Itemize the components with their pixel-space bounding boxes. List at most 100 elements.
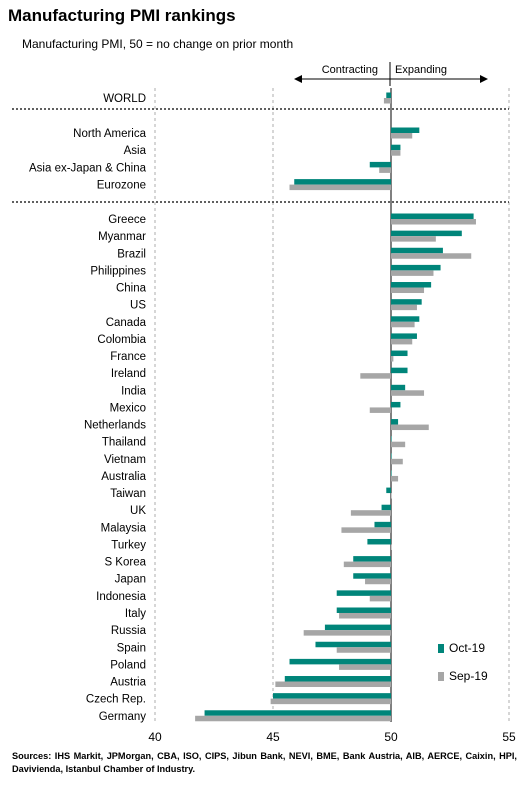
bar-oct-16 [391,401,401,408]
legend-swatch-oct [438,644,444,653]
bar-oct-32 [284,676,391,682]
category-label: Greece [108,214,146,226]
bar-oct-0 [386,92,391,98]
legend-label: Sep-19 [449,669,488,683]
category-label: Austria [110,677,146,689]
category-label: France [110,351,146,363]
bar-oct-30 [315,641,391,648]
bar-oct-18 [391,436,392,442]
category-label: Netherlands [84,420,146,432]
contracting-arrowhead [294,75,302,83]
bar-oct-15 [391,384,406,391]
bar-oct-29 [324,624,391,631]
bar-sep-4 [289,184,391,191]
bar-oct-13 [391,350,408,357]
source-note: Sources: IHS Markit, JPMorgan, CBA, ISO,… [12,751,517,774]
bar-oct-25 [353,556,391,562]
direction-arrows: Contracting Expanding [294,62,488,86]
bar-oct-12 [391,333,417,339]
bar-oct-34 [204,710,391,716]
bar-oct-6 [391,230,462,237]
bar-sep-25 [343,561,391,568]
bar-sep-0 [383,98,391,104]
bar-sep-16 [369,407,391,413]
chart-title: Manufacturing PMI rankings [8,6,236,25]
category-labels: WORLD North America Asia Asia ex-Japan & Ch… [29,93,147,723]
bar-sep-14 [360,373,391,379]
bar-sep-22 [350,510,391,516]
bar-oct-24 [367,538,391,545]
bar-sep-10 [391,304,417,311]
category-label: Vietnam [104,454,146,466]
category-label: India [121,385,147,397]
category-label: Canada [106,317,147,329]
category-label: Colombia [97,334,146,346]
category-label: Taiwan [110,488,146,500]
bar-oct-28 [336,607,391,613]
bar-sep-24 [391,544,392,550]
category-label: Australia [101,471,146,483]
bar-sep-2 [391,150,401,156]
x-tick-label: 45 [266,730,280,744]
bar-sep-28 [339,612,391,619]
section-dividers [12,108,509,203]
bar-sep-17 [391,424,429,431]
bar-sep-20 [391,475,399,482]
x-tick-label: 40 [148,730,162,744]
bar-sep-5 [391,219,476,225]
category-label: Thailand [102,437,146,449]
bar-sep-31 [339,664,391,670]
bar-oct-9 [391,282,432,288]
bar-oct-1 [391,127,420,133]
bar-oct-2 [391,144,401,151]
category-label: Japan [115,574,146,586]
category-label: Germany [99,711,147,723]
category-label: Czech Rep. [86,694,146,706]
bar-sep-23 [341,527,391,533]
bar-sep-19 [391,458,403,465]
bar-sep-21 [391,493,392,499]
bar-sep-11 [391,321,415,328]
legend-swatch-sep [438,672,444,681]
category-label: Philippines [90,265,146,277]
bar-oct-14 [391,367,408,374]
bar-oct-11 [391,316,420,322]
bar-oct-17 [391,419,399,425]
category-label: Asia [124,145,147,157]
expanding-label: Expanding [395,64,447,76]
bar-sep-32 [275,681,391,688]
category-label: North America [73,128,146,140]
bar-sep-9 [391,287,425,294]
bar-oct-20 [391,470,392,476]
bar-oct-19 [391,453,392,459]
category-label: Spain [117,642,146,654]
bar-sep-30 [336,647,391,653]
category-label: Eurozone [97,180,146,192]
bar-sep-12 [391,338,413,345]
expanding-arrowhead [480,75,488,83]
bar-oct-26 [353,573,391,579]
bar-sep-27 [369,595,391,602]
category-label: US [130,300,146,312]
legend-label: Oct-19 [449,641,485,655]
bar-oct-5 [391,213,474,219]
bar-sep-13 [391,356,394,362]
bar-oct-8 [391,264,441,271]
category-label: Asia ex-Japan & China [29,162,147,174]
bar-sep-18 [391,441,406,448]
bar-oct-23 [374,521,391,528]
category-label: Ireland [111,368,146,380]
bar-sep-33 [270,698,391,705]
bar-oct-10 [391,299,422,305]
category-label: Poland [110,659,146,671]
bar-oct-31 [289,658,391,665]
bar-oct-22 [381,504,391,511]
bar-oct-4 [294,179,391,185]
category-label: Russia [111,625,147,637]
bar-oct-3 [369,161,391,168]
chart-subtitle: Manufacturing PMI, 50 = no change on pri… [22,37,294,51]
bar-oct-21 [386,487,391,494]
category-label: China [116,283,147,295]
x-tick-labels: 40 45 50 55 [148,730,516,744]
x-tick-label: 50 [384,730,398,744]
